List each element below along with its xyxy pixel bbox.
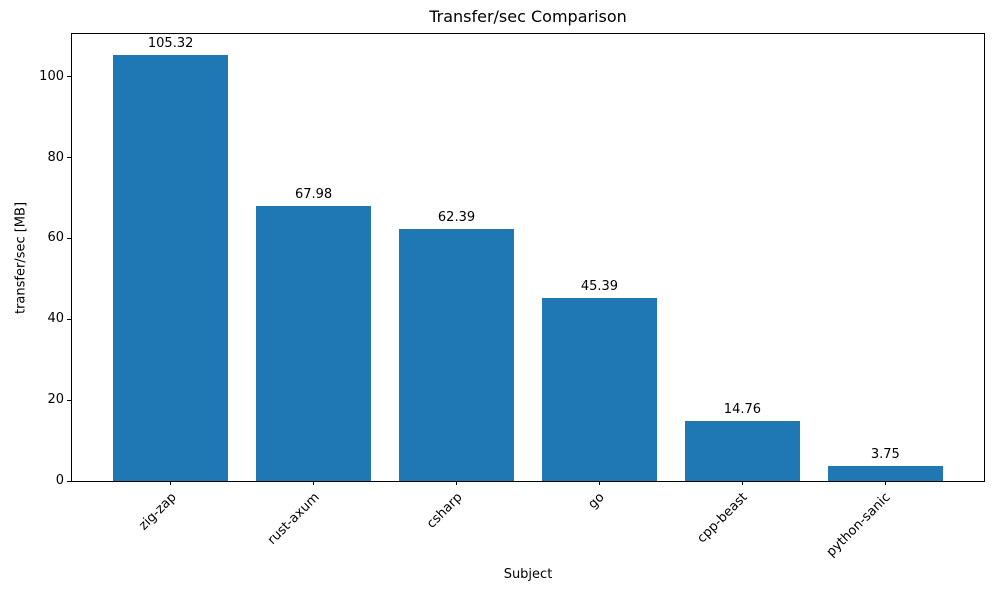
x-tick-mark <box>170 481 172 485</box>
x-tick-mark <box>598 481 600 485</box>
y-tick-mark <box>67 318 71 320</box>
bar-go <box>542 297 657 481</box>
y-tick-mark <box>67 76 71 78</box>
bar-cpp-beast <box>685 421 800 481</box>
x-tick-label-cpp-beast: cpp-beast <box>694 490 752 547</box>
x-axis-label: Subject <box>503 567 553 582</box>
y-tick-mark <box>67 157 71 159</box>
bar-value-label: 62.39 <box>437 209 476 225</box>
y-axis-label: transfer/sec [MB] <box>13 201 29 315</box>
x-tick-mark <box>741 481 743 485</box>
y-tick-mark <box>67 480 71 482</box>
x-tick-mark <box>884 481 886 485</box>
bar-rust-axum <box>256 206 371 481</box>
x-tick-mark <box>313 481 315 485</box>
bar-value-label: 67.98 <box>294 187 333 203</box>
y-tick-mark <box>67 399 71 401</box>
y-tick-label: 60 <box>47 230 64 246</box>
x-tick-label-go: go <box>586 490 609 513</box>
bar-csharp <box>399 228 514 481</box>
bar-value-label: 45.39 <box>580 278 619 294</box>
x-tick-mark <box>456 481 458 485</box>
x-tick-label-csharp: csharp <box>423 490 466 532</box>
x-tick-label-rust-axum: rust-axum <box>264 490 323 548</box>
x-tick-label-python-sanic: python-sanic <box>824 490 894 560</box>
bar-python-sanic <box>828 465 943 481</box>
y-tick-label: 80 <box>47 149 64 165</box>
y-tick-label: 100 <box>39 68 64 84</box>
bar-value-label: 3.75 <box>870 446 900 462</box>
bar-value-label: 105.32 <box>147 36 194 52</box>
y-tick-label: 0 <box>55 473 64 488</box>
chart-title: Transfer/sec Comparison <box>429 7 627 26</box>
bar-zig-zap <box>113 55 228 481</box>
bar-value-label: 14.76 <box>723 402 762 418</box>
plot-area: 105.32 zig-zap 67.98 rust-axum 62.39 csharp 45… <box>39 33 985 560</box>
y-tick-mark <box>67 237 71 239</box>
x-tick-label-zig-zap: zig-zap <box>135 490 180 534</box>
y-tick-label: 20 <box>47 392 64 408</box>
y-tick-label: 40 <box>47 311 64 327</box>
